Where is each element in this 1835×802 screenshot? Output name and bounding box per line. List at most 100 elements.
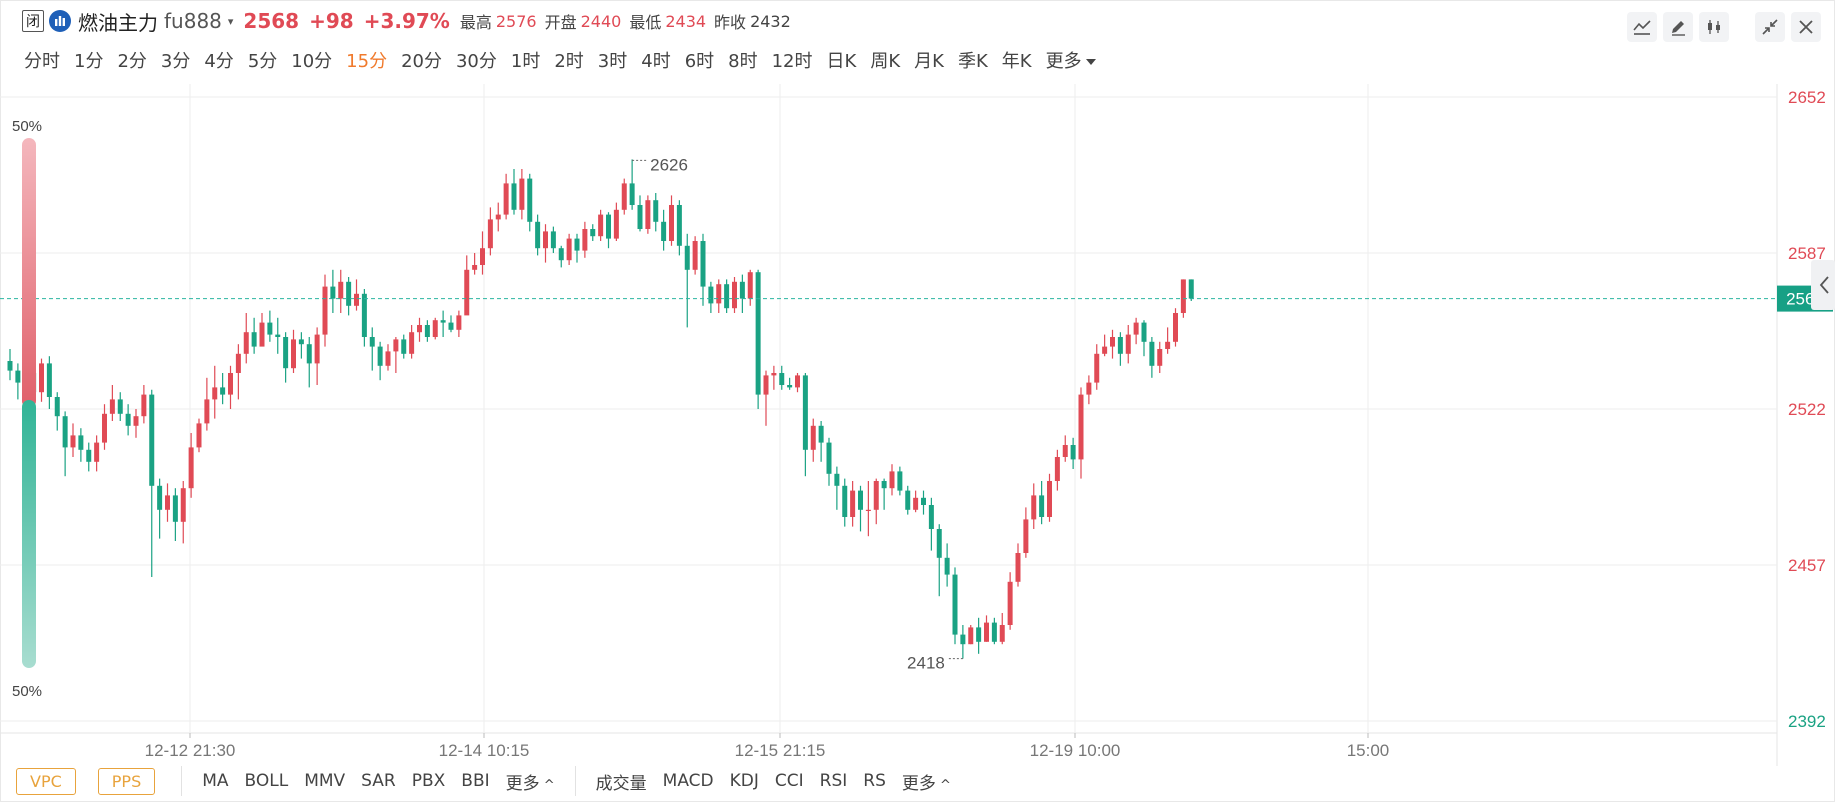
period-tab[interactable]: 4分 [204, 51, 234, 72]
candle-body [858, 490, 863, 510]
period-tab[interactable]: 2分 [117, 51, 147, 72]
period-tab[interactable]: 2时 [554, 51, 584, 72]
candle-body [1047, 481, 1052, 517]
indicator-cci[interactable]: CCI [774, 771, 804, 791]
last-price: 2568 [243, 9, 300, 33]
indicator-rsi[interactable]: RSI [819, 771, 848, 791]
candle-body [913, 497, 919, 510]
candle-body [1039, 495, 1045, 517]
y-tick-label: 2652 [1788, 88, 1826, 107]
candle-body [39, 363, 44, 393]
candle-body [306, 344, 312, 364]
candle-body [78, 435, 84, 450]
pps-button[interactable]: PPS [97, 767, 156, 795]
price-change: +98 [309, 9, 354, 33]
indicator-bar: VPC PPS MA BOLL MMV SAR PBX BBI 更多 成交量 M… [16, 766, 951, 796]
high-label: 最高 [459, 13, 492, 32]
indicator-mmv[interactable]: MMV [304, 771, 346, 791]
candle-body [527, 178, 533, 222]
vpc-button[interactable]: VPC [16, 767, 76, 795]
period-tab[interactable]: 4时 [641, 51, 671, 72]
indicator-ma[interactable]: MA [202, 771, 229, 791]
candle-body [157, 485, 163, 510]
indicator-volume[interactable]: 成交量 [595, 773, 647, 794]
instrument-name[interactable]: 燃油主力 [78, 10, 158, 35]
period-tab[interactable]: 20分 [401, 51, 442, 72]
market-closed-badge: 闭 [22, 10, 44, 32]
candle-body [1125, 334, 1131, 354]
period-tab[interactable]: 15分 [346, 51, 388, 72]
candle-body [558, 248, 564, 261]
candle-body [1173, 313, 1178, 342]
candle-body [409, 332, 415, 354]
candle-body [109, 399, 115, 414]
sub-indicator-more-button[interactable]: 更多 [902, 769, 951, 794]
period-tab[interactable]: 季K [957, 51, 988, 72]
prev-close-value: 2432 [750, 11, 791, 31]
period-tab[interactable]: 1时 [510, 51, 541, 72]
period-tab[interactable]: 3分 [160, 51, 191, 72]
candle-body [464, 269, 470, 316]
candle-body [448, 322, 454, 330]
period-tab[interactable]: 分时 [24, 51, 60, 72]
period-tab[interactable]: 月K [914, 51, 944, 72]
indicator-boll[interactable]: BOLL [244, 771, 289, 791]
separator [181, 766, 183, 796]
indicator-macd[interactable]: MACD [662, 771, 714, 791]
candle-body [228, 373, 233, 395]
indicator-rs[interactable]: RS [863, 771, 886, 791]
indicator-kdj[interactable]: KDJ [729, 771, 759, 791]
x-tick-label: 12-14 10:15 [439, 741, 530, 760]
period-tab[interactable]: 10分 [291, 51, 333, 72]
candle-body [999, 625, 1005, 642]
candle-body [968, 627, 974, 645]
candle-body [86, 449, 92, 462]
collapse-icon[interactable] [1755, 12, 1785, 42]
indicator-sar[interactable]: SAR [361, 771, 396, 791]
candle-body [54, 397, 60, 417]
period-tab[interactable]: 1分 [74, 51, 104, 72]
candle-style-icon[interactable] [1699, 12, 1729, 42]
candle-body [739, 281, 745, 299]
candle-body [653, 200, 659, 222]
candle-body [117, 399, 123, 414]
instrument-code[interactable]: fu888 [164, 9, 222, 33]
candle-body [818, 425, 824, 443]
candle-body [133, 416, 139, 426]
kline-chart[interactable]: 2652 2587 2522 2457 2392 12-12 21:30 12-14 10:… [0, 84, 1835, 770]
period-tab[interactable]: 年K [1001, 51, 1032, 72]
period-tab[interactable]: 30分 [455, 51, 497, 72]
candle-body [802, 375, 808, 450]
indicator-bbi[interactable]: BBI [461, 771, 490, 791]
y-tick-label: 2587 [1788, 244, 1826, 263]
period-tab[interactable]: 周K [870, 51, 901, 72]
period-tab[interactable]: 3时 [597, 51, 628, 72]
candle-body [220, 387, 226, 395]
period-tab[interactable]: 更多 [1046, 47, 1096, 72]
period-tab[interactable]: 8时 [728, 51, 758, 72]
period-tab[interactable]: 5分 [247, 51, 278, 72]
candle-body [1031, 495, 1037, 520]
open-value: 2440 [580, 11, 622, 31]
x-tick-label: 12-12 21:30 [145, 741, 236, 760]
period-tab[interactable]: 12时 [771, 51, 813, 72]
bar-chart-icon[interactable] [48, 9, 72, 33]
main-indicator-more-button[interactable]: 更多 [506, 769, 555, 794]
candle-body [732, 281, 737, 309]
side-panel-toggle[interactable] [1811, 260, 1835, 310]
instrument-dropdown-icon[interactable]: ▾ [227, 14, 234, 28]
candle-body [338, 281, 344, 299]
candle-body [1007, 581, 1013, 625]
period-tab[interactable]: 6时 [684, 51, 715, 72]
candle-body [188, 447, 194, 489]
candle-body [747, 272, 753, 299]
chart-toolbar [1627, 12, 1821, 42]
pencil-icon[interactable] [1663, 12, 1693, 42]
candle-body [1078, 394, 1084, 460]
close-icon[interactable] [1791, 12, 1821, 42]
candle-body [708, 286, 714, 304]
buy-pressure-label: 50% [12, 118, 42, 135]
period-tab[interactable]: 日K [826, 51, 857, 72]
indicator-pbx[interactable]: PBX [411, 771, 446, 791]
line-tool-icon[interactable] [1627, 12, 1657, 42]
